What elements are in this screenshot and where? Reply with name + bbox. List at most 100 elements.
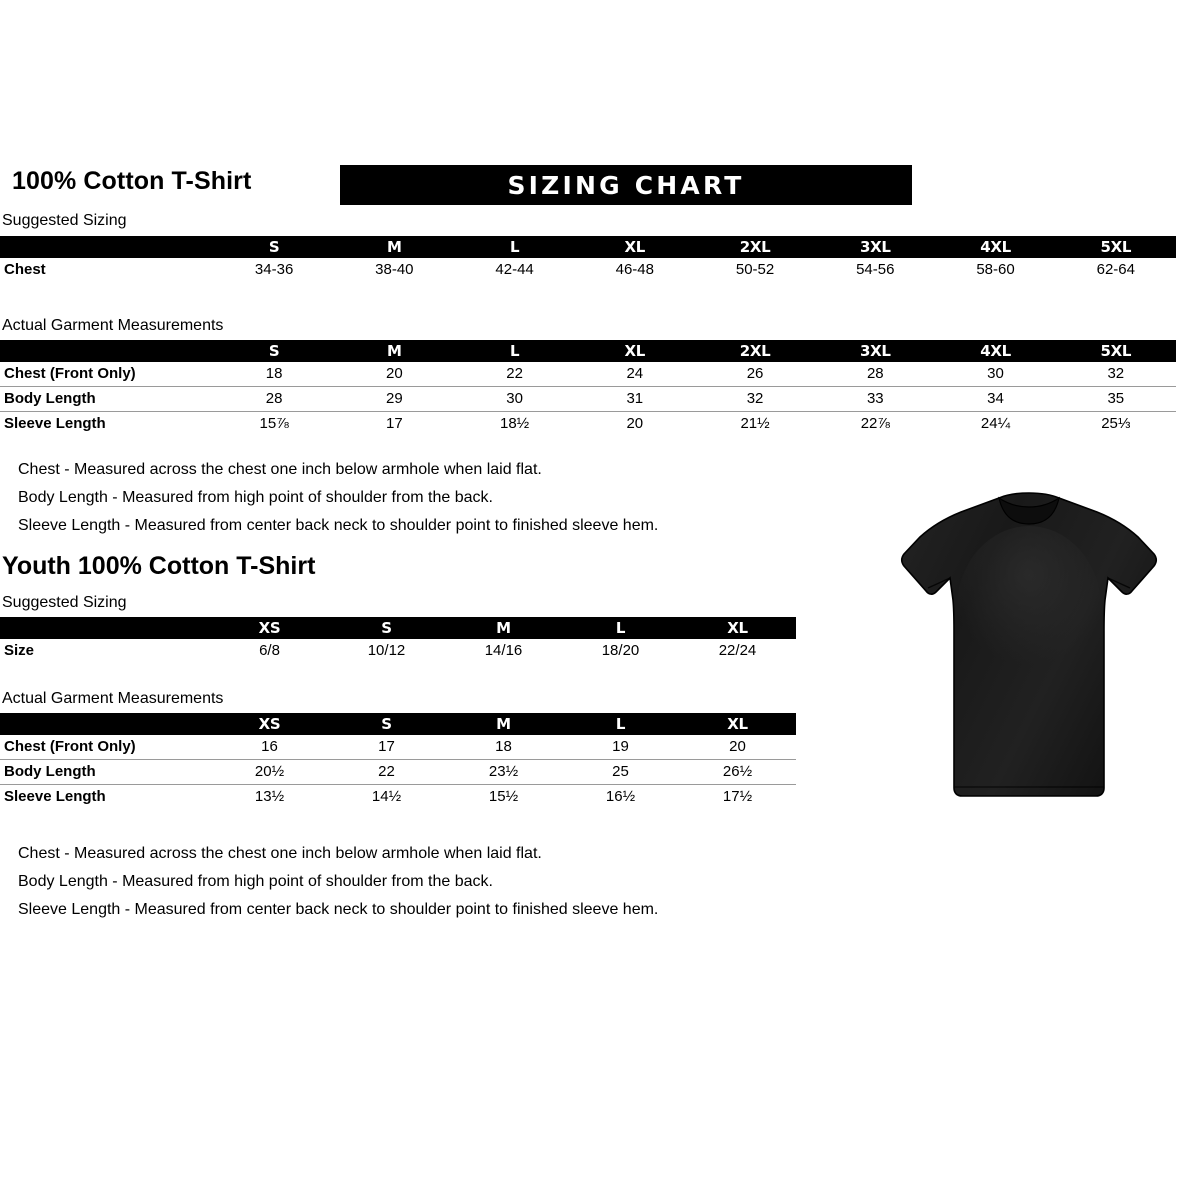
measurement-cell: 10/12 xyxy=(367,642,406,659)
measurement-cell: 6/8 xyxy=(259,642,280,659)
header-cell-blank xyxy=(0,340,214,362)
measurement-cell: 30 xyxy=(987,365,1004,382)
measurement-cell: 46-48 xyxy=(615,261,654,278)
measurement-cell: 20 xyxy=(574,411,695,436)
tshirt-product-image xyxy=(898,488,1160,808)
measurement-cell: 38-40 xyxy=(375,261,414,278)
row-label: Chest (Front Only) xyxy=(4,365,136,382)
measurement-cell: 50-52 xyxy=(735,261,775,278)
measurement-cell: 24¼ xyxy=(935,411,1056,436)
adult-suggested-sizing-table: S M L XL 2XL 3XL 4XL 5XL Chest 34-36 38-… xyxy=(0,236,1176,282)
page-title: 100% Cotton T-Shirt xyxy=(12,167,252,195)
measurement-cell: 18/20 xyxy=(601,642,640,659)
measurement-cell: 28 xyxy=(214,386,335,412)
table-row: Body Length 20½ 22 23½ 25 26½ xyxy=(0,759,796,785)
sizing-chart-banner: SIZING CHART xyxy=(340,165,912,205)
measurement-cell: 34-36 xyxy=(254,261,294,278)
measurement-cell: 32 xyxy=(1107,365,1125,382)
measurement-cell: 22/24 xyxy=(718,642,757,659)
measurement-cell: 16½ xyxy=(562,784,679,809)
measurement-cell: 29 xyxy=(334,386,455,412)
tshirt-right-sleeve-seam xyxy=(1107,577,1131,589)
measurement-cell: 26½ xyxy=(679,759,796,785)
adult-note-body-length: Body Length - Measured from high point o… xyxy=(18,489,493,506)
header-cell-size: 3XL xyxy=(859,342,891,360)
adult-actual-measurements-table: S M L XL 2XL 3XL 4XL 5XL Chest (Front On… xyxy=(0,340,1176,436)
measurement-cell: 15⅞ xyxy=(214,411,335,436)
measurement-cell: 32 xyxy=(694,386,816,412)
measurement-cell: 13½ xyxy=(211,784,328,809)
header-cell-size: M xyxy=(496,619,511,637)
header-cell-size: XL xyxy=(624,342,646,360)
youth-suggested-sizing-table: XS S M L XL Size 6/8 10/12 14/16 18/20 2… xyxy=(0,617,796,663)
measurement-cell: 21½ xyxy=(694,411,816,436)
measurement-cell: 28 xyxy=(866,365,884,382)
measurement-cell: 62-64 xyxy=(1096,261,1135,278)
table-header-row: XS S M L XL xyxy=(0,713,796,735)
measurement-cell: 18½ xyxy=(454,411,575,436)
measurement-cell: 14/16 xyxy=(484,642,523,659)
adult-note-sleeve-length: Sleeve Length - Measured from center bac… xyxy=(18,517,659,534)
youth-note-sleeve-length: Sleeve Length - Measured from center bac… xyxy=(18,901,659,918)
header-cell-size: S xyxy=(268,342,280,360)
measurement-cell: 24 xyxy=(626,365,644,382)
measurement-cell: 58-60 xyxy=(976,261,1015,278)
title-row: 100% Cotton T-Shirt SIZING CHART xyxy=(12,165,1188,207)
youth-suggested-caption: Suggested Sizing xyxy=(2,594,127,611)
measurement-cell: 14½ xyxy=(328,784,445,809)
table-header-row: S M L XL 2XL 3XL 4XL 5XL xyxy=(0,340,1176,362)
measurement-cell: 42-44 xyxy=(495,261,534,278)
header-cell-size: XL xyxy=(727,715,748,733)
table-row: Chest 34-36 38-40 42-44 46-48 50-52 54-5… xyxy=(0,258,1176,282)
tshirt-collar xyxy=(998,496,1060,525)
header-cell-size: L xyxy=(509,342,520,360)
measurement-cell: 20 xyxy=(729,738,746,755)
measurement-cell: 20 xyxy=(386,365,403,382)
table-header-row: S M L XL 2XL 3XL 4XL 5XL xyxy=(0,236,1176,258)
youth-actual-caption: Actual Garment Measurements xyxy=(2,690,224,707)
header-cell-size: XL xyxy=(624,238,646,256)
header-cell-blank xyxy=(0,713,211,735)
measurement-cell: 17½ xyxy=(679,784,796,809)
header-cell-size: 2XL xyxy=(739,238,771,256)
youth-actual-measurements-table: XS S M L XL Chest (Front Only) 16 17 18 … xyxy=(0,713,796,809)
measurement-cell: 19 xyxy=(612,738,629,755)
measurement-cell: 15½ xyxy=(445,784,562,809)
youth-note-chest: Chest - Measured across the chest one in… xyxy=(18,845,542,862)
header-cell-size: L xyxy=(615,715,626,733)
table-row: Sleeve Length 13½ 14½ 15½ 16½ 17½ xyxy=(0,784,796,809)
adult-suggested-caption: Suggested Sizing xyxy=(2,212,127,229)
table-row: Sleeve Length 15⅞ 17 18½ 20 21½ 22⅞ 24¼ … xyxy=(0,411,1176,436)
header-cell-blank xyxy=(0,236,214,258)
header-cell-size: M xyxy=(387,238,402,256)
header-cell-size: XL xyxy=(727,619,748,637)
measurement-cell: 54-56 xyxy=(856,261,895,278)
header-cell-size: S xyxy=(381,715,392,733)
measurement-cell: 30 xyxy=(454,386,575,412)
youth-section-title: Youth 100% Cotton T-Shirt xyxy=(2,552,316,580)
measurement-cell: 25 xyxy=(562,759,679,785)
header-cell-size: S xyxy=(381,619,392,637)
measurement-cell: 26 xyxy=(746,365,764,382)
header-cell-size: M xyxy=(496,715,511,733)
measurement-cell: 23½ xyxy=(445,759,562,785)
tshirt-illustration xyxy=(900,492,1158,797)
header-cell-size: 2XL xyxy=(739,342,771,360)
adult-note-chest: Chest - Measured across the chest one in… xyxy=(18,461,542,478)
header-cell-size: 4XL xyxy=(980,238,1011,256)
table-row: Chest (Front Only) 18 20 22 24 26 28 30 … xyxy=(0,362,1176,387)
measurement-cell: 18 xyxy=(495,738,512,755)
measurement-cell: 20½ xyxy=(211,759,328,785)
row-label: Size xyxy=(4,642,35,659)
measurement-cell: 17 xyxy=(378,738,395,755)
table-header-row: XS S M L XL xyxy=(0,617,796,639)
header-cell-size: XS xyxy=(258,619,281,637)
measurement-cell: 33 xyxy=(815,386,936,412)
header-cell-blank xyxy=(0,617,211,639)
header-cell-size: L xyxy=(615,619,626,637)
table-row: Size 6/8 10/12 14/16 18/20 22/24 xyxy=(0,639,796,663)
row-label: Sleeve Length xyxy=(0,411,214,436)
header-cell-size: 5XL xyxy=(1100,238,1132,256)
youth-note-body-length: Body Length - Measured from high point o… xyxy=(18,873,493,890)
